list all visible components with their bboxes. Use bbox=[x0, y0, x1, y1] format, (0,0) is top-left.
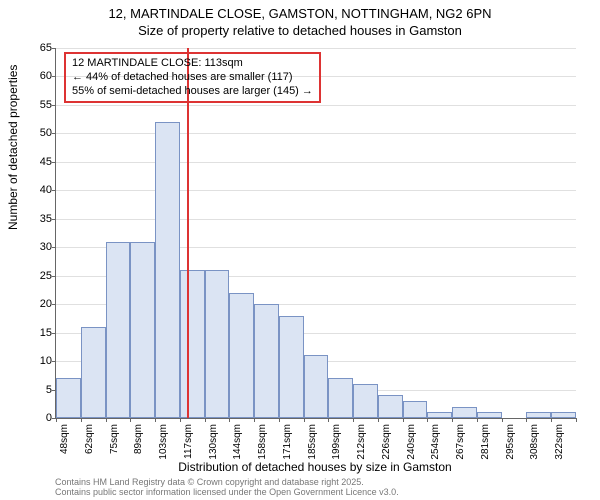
histogram-bar bbox=[229, 293, 254, 418]
histogram-bar bbox=[130, 242, 155, 418]
annotation-box: 12 MARTINDALE CLOSE: 113sqm← 44% of deta… bbox=[64, 52, 321, 103]
histogram-bar bbox=[353, 384, 378, 418]
gridline bbox=[56, 162, 576, 163]
ytick-label: 15 bbox=[22, 327, 52, 339]
ytick-mark bbox=[52, 105, 56, 106]
ytick-mark bbox=[52, 133, 56, 134]
ytick-label: 55 bbox=[22, 99, 52, 111]
title-line1: 12, MARTINDALE CLOSE, GAMSTON, NOTTINGHA… bbox=[0, 6, 600, 23]
xtick-mark bbox=[502, 418, 503, 422]
xtick-mark bbox=[477, 418, 478, 422]
histogram-bar bbox=[304, 355, 329, 418]
xtick-mark bbox=[427, 418, 428, 422]
ytick-mark bbox=[52, 48, 56, 49]
ytick-mark bbox=[52, 247, 56, 248]
gridline bbox=[56, 105, 576, 106]
ytick-label: 10 bbox=[22, 355, 52, 367]
gridline bbox=[56, 219, 576, 220]
footer-line2: Contains public sector information licen… bbox=[55, 488, 399, 498]
ytick-label: 30 bbox=[22, 241, 52, 253]
xtick-mark bbox=[526, 418, 527, 422]
ytick-mark bbox=[52, 276, 56, 277]
histogram-bar bbox=[205, 270, 230, 418]
xtick-mark bbox=[229, 418, 230, 422]
ytick-mark bbox=[52, 219, 56, 220]
xtick-mark bbox=[130, 418, 131, 422]
xtick-mark bbox=[155, 418, 156, 422]
ytick-label: 65 bbox=[22, 42, 52, 54]
xtick-mark bbox=[56, 418, 57, 422]
histogram-bar bbox=[452, 407, 477, 418]
histogram-bar bbox=[155, 122, 180, 418]
ytick-label: 5 bbox=[22, 384, 52, 396]
histogram-bar bbox=[403, 401, 428, 418]
chart-container: 12, MARTINDALE CLOSE, GAMSTON, NOTTINGHA… bbox=[0, 0, 600, 500]
annotation-line: ← 44% of detached houses are smaller (11… bbox=[72, 71, 313, 85]
ytick-mark bbox=[52, 162, 56, 163]
histogram-bar bbox=[526, 412, 551, 418]
ytick-label: 50 bbox=[22, 127, 52, 139]
ytick-mark bbox=[52, 361, 56, 362]
histogram-bar bbox=[81, 327, 106, 418]
marker-line bbox=[187, 48, 189, 418]
xtick-mark bbox=[254, 418, 255, 422]
ytick-label: 35 bbox=[22, 213, 52, 225]
gridline bbox=[56, 190, 576, 191]
xtick-mark bbox=[81, 418, 82, 422]
xtick-mark bbox=[452, 418, 453, 422]
xtick-mark bbox=[180, 418, 181, 422]
histogram-bar bbox=[427, 412, 452, 418]
histogram-bar bbox=[180, 270, 205, 418]
histogram-bar bbox=[477, 412, 502, 418]
histogram-bar bbox=[106, 242, 131, 418]
x-axis-label: Distribution of detached houses by size … bbox=[55, 460, 575, 474]
histogram-bar bbox=[551, 412, 576, 418]
xtick-mark bbox=[576, 418, 577, 422]
xtick-mark bbox=[304, 418, 305, 422]
ytick-label: 40 bbox=[22, 184, 52, 196]
ytick-mark bbox=[52, 76, 56, 77]
xtick-mark bbox=[551, 418, 552, 422]
xtick-mark bbox=[328, 418, 329, 422]
xtick-mark bbox=[378, 418, 379, 422]
xtick-mark bbox=[403, 418, 404, 422]
ytick-mark bbox=[52, 190, 56, 191]
ytick-label: 25 bbox=[22, 270, 52, 282]
histogram-bar bbox=[378, 395, 403, 418]
histogram-bar bbox=[254, 304, 279, 418]
title-line2: Size of property relative to detached ho… bbox=[0, 23, 600, 40]
histogram-bar bbox=[56, 378, 81, 418]
gridline bbox=[56, 133, 576, 134]
gridline bbox=[56, 48, 576, 49]
ytick-mark bbox=[52, 304, 56, 305]
xtick-mark bbox=[279, 418, 280, 422]
footer-credits: Contains HM Land Registry data © Crown c… bbox=[55, 478, 399, 498]
annotation-line: 55% of semi-detached houses are larger (… bbox=[72, 85, 313, 99]
plot-area: 0510152025303540455055606548sqm62sqm75sq… bbox=[55, 48, 576, 419]
chart-title: 12, MARTINDALE CLOSE, GAMSTON, NOTTINGHA… bbox=[0, 0, 600, 40]
ytick-label: 60 bbox=[22, 70, 52, 82]
histogram-bar bbox=[279, 316, 304, 418]
histogram-bar bbox=[328, 378, 353, 418]
annotation-line: 12 MARTINDALE CLOSE: 113sqm bbox=[72, 57, 313, 71]
chart-zone: 0510152025303540455055606548sqm62sqm75sq… bbox=[55, 48, 575, 418]
xtick-mark bbox=[353, 418, 354, 422]
ytick-mark bbox=[52, 333, 56, 334]
ytick-label: 0 bbox=[22, 412, 52, 424]
ytick-label: 45 bbox=[22, 156, 52, 168]
y-axis-label: Number of detached properties bbox=[6, 65, 20, 230]
xtick-mark bbox=[205, 418, 206, 422]
ytick-label: 20 bbox=[22, 298, 52, 310]
xtick-mark bbox=[106, 418, 107, 422]
